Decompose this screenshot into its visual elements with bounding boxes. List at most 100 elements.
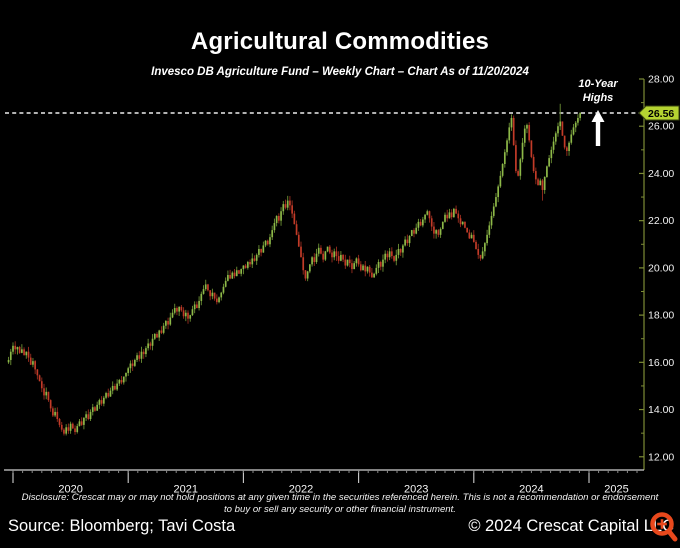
candle-body: [561, 121, 564, 136]
candle-body: [528, 125, 531, 141]
candle-body: [14, 345, 17, 350]
candle-body: [348, 259, 351, 264]
candle-body: [371, 272, 373, 278]
candle-body: [450, 212, 453, 218]
candle-body: [353, 263, 356, 270]
candle-body: [568, 142, 570, 152]
copyright-text: © 2024 Crescat Capital LLC: [468, 517, 674, 535]
candle-body: [229, 274, 231, 279]
candle-body: [258, 249, 260, 255]
candle-body: [60, 424, 63, 430]
candle-body: [238, 270, 240, 274]
candle-body: [379, 261, 382, 267]
candle-body: [145, 348, 147, 355]
x-tick-label: 2024: [519, 484, 543, 496]
candle-body: [481, 251, 484, 259]
candle-body: [198, 300, 200, 309]
candle-body: [357, 258, 360, 265]
candle-body: [552, 141, 555, 150]
candle-body: [100, 400, 103, 404]
candle-body: [382, 259, 384, 267]
candle-body: [27, 351, 30, 358]
candle-body: [244, 265, 247, 268]
candle-body: [459, 218, 462, 225]
candle-body: [373, 273, 375, 278]
candle-body: [189, 315, 192, 319]
candle-body: [87, 414, 90, 419]
candle-body: [178, 306, 181, 312]
candle-body: [165, 321, 167, 326]
candle-body: [213, 292, 216, 299]
candle-body: [448, 212, 451, 219]
candle-body: [224, 280, 227, 287]
candle-body: [340, 254, 342, 261]
up-arrow-icon: [591, 110, 605, 146]
candle-body: [125, 372, 127, 377]
candle-body: [315, 253, 318, 262]
candle-body: [406, 239, 409, 244]
candle-body: [574, 122, 577, 128]
candle-body: [58, 419, 61, 425]
candle-body: [313, 257, 316, 262]
x-axis: 2020 2021 2022 2023 2024 2025: [4, 469, 644, 496]
candle-body: [355, 258, 358, 264]
candle-body: [52, 408, 54, 416]
candle-body: [7, 359, 10, 363]
candle-body: [151, 338, 154, 346]
candle-body: [187, 312, 189, 319]
candle-body: [122, 376, 125, 383]
up-arrow-shape: [591, 110, 605, 146]
candle-body: [457, 213, 460, 219]
candle-body: [215, 298, 218, 303]
candle-body: [472, 234, 475, 242]
candle-body: [333, 251, 336, 258]
candle-body: [523, 128, 526, 143]
y-tick-label: 16.00: [648, 357, 674, 369]
candle-body: [138, 355, 141, 359]
candle-body: [32, 361, 34, 365]
candle-body: [83, 417, 85, 425]
candle-body: [266, 240, 269, 245]
candle-body: [264, 240, 267, 246]
candle-body: [433, 226, 435, 234]
candle-body: [153, 334, 156, 339]
price-badge-label: 26.56: [648, 108, 674, 120]
candle-body: [260, 249, 262, 253]
candle-body: [534, 171, 537, 180]
page-title: Agricultural Commodities: [190, 28, 490, 55]
candle-body: [147, 343, 149, 349]
y-tick-label: 14.00: [648, 404, 674, 416]
candle-body: [320, 247, 322, 254]
candle-body: [140, 351, 143, 359]
candle-body: [202, 289, 205, 294]
candle-body: [78, 421, 81, 427]
candle-body: [322, 253, 325, 260]
candle-body: [499, 175, 502, 187]
candle-body: [444, 214, 446, 222]
candle-body: [273, 223, 276, 231]
candle-body: [548, 158, 550, 167]
candle-body: [218, 297, 220, 303]
y-tick-label: 20.00: [648, 262, 674, 274]
candle-body: [362, 265, 364, 271]
candle-body: [342, 254, 344, 260]
disclosure-line2: to buy or sell any security or other fin…: [224, 504, 456, 515]
candle-body: [9, 351, 12, 360]
y-tick-label: 28.00: [648, 74, 674, 86]
candle-body: [515, 145, 517, 172]
candle-body: [45, 391, 48, 396]
candle-body: [304, 270, 307, 279]
candle-body: [149, 343, 152, 346]
candle-body: [397, 249, 400, 255]
candle-body: [240, 269, 243, 274]
candle-body: [271, 230, 274, 238]
candle-body: [89, 411, 92, 419]
candle-body: [435, 230, 437, 234]
candle-body: [430, 218, 433, 227]
candle-body: [517, 171, 519, 176]
x-tick-label: 2025: [604, 484, 628, 496]
candle-body: [410, 230, 413, 237]
candle-body: [262, 245, 265, 253]
candle-body: [242, 265, 245, 270]
candle-body: [293, 213, 296, 225]
